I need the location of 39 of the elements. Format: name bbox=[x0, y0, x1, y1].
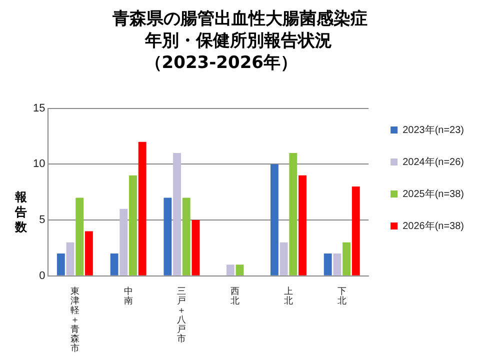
bar bbox=[76, 198, 84, 276]
bar bbox=[120, 208, 128, 276]
bar bbox=[226, 264, 234, 276]
y-axis-title: 報告数 bbox=[14, 190, 28, 235]
x-tick-label: 西北 bbox=[230, 286, 240, 306]
x-tick-label: 下北 bbox=[337, 286, 346, 306]
legend-label: 2026年(n=38) bbox=[402, 220, 464, 232]
chart-subtitle: 年別・保健所別報告状況（2023-2026年） bbox=[144, 30, 333, 74]
bar bbox=[56, 254, 65, 276]
bar bbox=[110, 254, 118, 276]
x-tick-label: 三戸＋八戸市 bbox=[177, 286, 186, 344]
y-tick-label: 5 bbox=[39, 214, 46, 226]
bar bbox=[236, 264, 244, 276]
bar bbox=[280, 242, 288, 276]
bar bbox=[138, 142, 146, 276]
bar bbox=[324, 254, 332, 276]
bar bbox=[298, 175, 306, 276]
bar bbox=[289, 153, 298, 276]
bar bbox=[192, 220, 200, 276]
x-tick-label: 中南 bbox=[124, 286, 133, 306]
bar bbox=[173, 153, 182, 276]
bar bbox=[342, 242, 351, 276]
legend-label: 2025年(n=38) bbox=[402, 188, 464, 200]
bar bbox=[182, 198, 190, 276]
legend-label: 2023年(n=23) bbox=[402, 124, 464, 136]
x-tick-label: 上北 bbox=[284, 286, 293, 306]
chart-title: 青森県の腸管出血性大腸菌感染症 bbox=[112, 8, 368, 30]
bar bbox=[84, 231, 93, 276]
bar bbox=[129, 175, 137, 276]
y-tick-label: 15 bbox=[32, 102, 46, 114]
bar bbox=[352, 186, 360, 276]
bar bbox=[270, 164, 278, 276]
bar bbox=[333, 254, 342, 276]
y-tick-label: 0 bbox=[39, 270, 46, 282]
bar bbox=[66, 242, 74, 276]
y-tick-label: 10 bbox=[32, 158, 46, 170]
x-tick-label: 東津軽＋青森市 bbox=[70, 286, 80, 353]
legend-label: 2024年(n=26) bbox=[402, 156, 464, 168]
bar bbox=[164, 198, 172, 276]
